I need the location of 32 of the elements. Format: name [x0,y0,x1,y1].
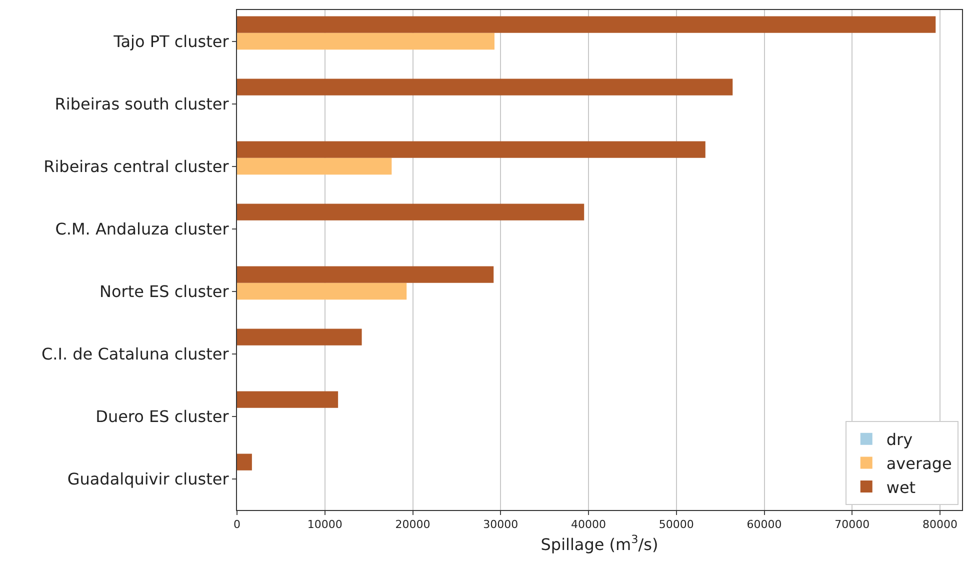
bar [237,266,494,283]
bar [237,454,252,470]
y-tick-label: Norte ES cluster [99,282,230,301]
bar [237,391,338,408]
bar [237,328,362,346]
bar [237,16,936,33]
bar [237,32,494,50]
legend-label: average [886,454,952,473]
bar [237,78,733,96]
legend-label: dry [886,430,913,450]
bar [237,158,392,175]
x-tick-label: 70000 [834,518,870,532]
x-tick-label: 0 [234,518,240,532]
legend-label: wet [886,478,916,497]
x-axis-title: Spillage (m$^{3}$/s) [540,533,658,554]
x-tick-label: 40000 [571,518,606,532]
y-tick-label: C.I. de Cataluna cluster [41,344,230,364]
y-tick-label: Tajo PT cluster [112,32,230,51]
y-tick-label: C.M. Andaluza cluster [55,219,230,238]
y-tick-label: Guadalquivir cluster [67,469,230,488]
x-tick-label: 10000 [307,518,342,532]
y-tick-label: Ribeiras south cluster [54,94,230,114]
x-tick-label: 50000 [658,518,694,532]
y-tick-label: Duero ES cluster [96,406,230,426]
y-tick-label: Ribeiras central cluster [44,156,230,176]
bar [237,282,407,300]
x-tick-label: 30000 [483,518,518,532]
x-tick-label: 80000 [922,518,958,532]
x-tick-label: 20000 [395,518,430,532]
x-tick-label: 60000 [746,518,782,532]
bar [237,141,706,158]
bar [237,204,584,220]
